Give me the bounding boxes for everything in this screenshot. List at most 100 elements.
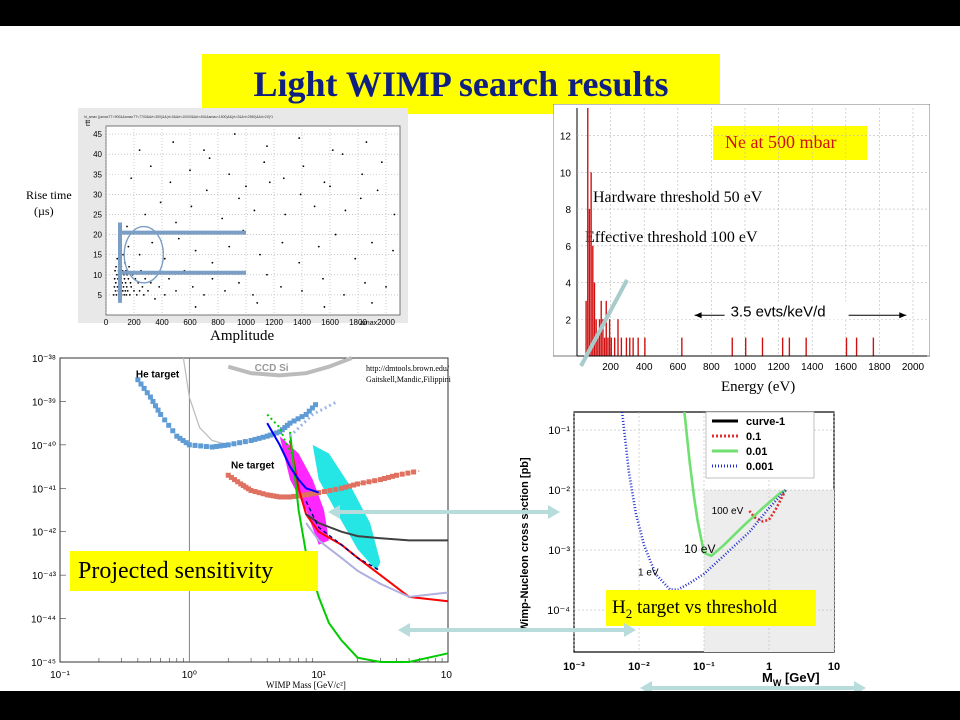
legend-label: 0.001: [746, 461, 774, 473]
data-point: [112, 293, 115, 296]
h2-cross-section-chart: Wimp-Nucleon cross section [pb] MW [GeV]…: [512, 384, 848, 689]
data-point: [317, 245, 320, 248]
histogram-bar: [617, 319, 619, 356]
data-point: [371, 241, 373, 244]
data-point: [334, 233, 337, 236]
projection-marker: [299, 492, 305, 498]
data-point: [138, 253, 141, 256]
data-point: [380, 161, 383, 164]
data-point: [238, 197, 240, 200]
histogram-bar: [855, 337, 858, 356]
y-tick-label: 10: [560, 168, 572, 179]
x-tick-label: 1000: [237, 318, 255, 327]
histogram-bar: [593, 282, 596, 356]
data-point: [281, 241, 284, 244]
projection-marker: [279, 494, 285, 500]
y-axis-label: Wimp-Nucleon cross section [pb]: [519, 457, 531, 632]
projection-marker: [309, 491, 315, 497]
x-tick-label: 1600: [835, 362, 858, 373]
he-target-label: He target: [136, 370, 180, 381]
projection-marker: [256, 435, 262, 441]
data-point: [177, 237, 180, 240]
rate-label-bg: [724, 301, 849, 320]
y-tick-label: 10: [93, 271, 102, 280]
sensitivity-curve: [683, 411, 787, 558]
grey-limit-curve: [182, 357, 229, 446]
projection-marker: [284, 494, 290, 500]
histogram-bar: [598, 319, 601, 356]
data-point: [301, 289, 303, 292]
projection-marker: [170, 428, 176, 434]
projection-marker: [177, 435, 183, 441]
legend-label: 0.1: [746, 431, 761, 443]
projection-marker: [147, 394, 153, 400]
histogram-bar: [587, 108, 589, 356]
projection-marker: [245, 486, 251, 492]
exclusion-curve: [266, 422, 320, 494]
x-axis-label: MW [GeV]: [762, 670, 820, 688]
data-point: [344, 209, 347, 212]
data-point: [130, 285, 133, 288]
ne-label-box: [713, 126, 867, 160]
histogram-bar: [637, 337, 639, 356]
data-point: [331, 149, 334, 152]
projection-marker: [221, 442, 227, 448]
data-point: [138, 149, 141, 152]
projection-marker: [306, 491, 312, 497]
x-tick-label: 200: [127, 318, 141, 327]
projection-marker: [299, 414, 305, 420]
data-point: [125, 285, 128, 288]
data-point: [211, 277, 214, 280]
data-point: [158, 285, 161, 288]
data-point: [127, 277, 130, 280]
x-tick-label: 10: [828, 661, 840, 673]
threshold-label-10ev: 10 eV: [684, 542, 715, 556]
link-arrow-bottom-head-right: [854, 681, 866, 691]
histogram-bar: [745, 337, 747, 356]
projection-marker: [342, 484, 348, 490]
data-point: [114, 281, 117, 284]
data-point: [194, 306, 197, 308]
y-tick-label: 12: [560, 132, 572, 143]
histogram-bar: [644, 337, 646, 356]
projection-marker: [295, 416, 301, 422]
projection-marker: [267, 432, 273, 438]
data-point: [298, 137, 301, 139]
x-tick-label: 1600: [321, 318, 339, 327]
y-tick-label: 10⁻⁴: [547, 605, 570, 617]
data-point: [125, 293, 128, 296]
data-point: [191, 285, 194, 288]
projection-marker: [284, 422, 290, 428]
projection-marker: [274, 430, 280, 436]
data-point: [329, 185, 331, 188]
projection-marker: [381, 476, 387, 482]
data-point: [116, 285, 119, 288]
x-label-unit: [GeV]: [781, 670, 819, 685]
projection-marker: [372, 478, 378, 484]
data-point: [194, 249, 197, 252]
projection-marker: [260, 491, 266, 497]
projection-marker: [158, 411, 164, 417]
projection-marker: [209, 444, 215, 450]
data-point: [361, 173, 364, 176]
projection-marker: [303, 492, 309, 498]
y-tick-label: 5: [98, 291, 103, 300]
data-point: [302, 165, 305, 168]
y-tick-label: 35: [93, 170, 102, 179]
data-point: [121, 289, 124, 292]
projection-marker: [252, 489, 258, 495]
projection-marker: [237, 440, 243, 446]
projection-marker: [291, 493, 297, 499]
h2-label-rest: target vs threshold: [632, 597, 777, 618]
projection-marker: [313, 490, 319, 496]
threshold-pointer: [579, 279, 629, 367]
risetime-chart-svg: ht_amax {(amaxTT>900&&amaxTT<7700&&rt<30…: [26, 108, 408, 344]
data-point: [128, 293, 131, 296]
plot-area: [105, 125, 401, 316]
projection-marker: [243, 484, 249, 490]
projection-marker: [141, 385, 147, 391]
projection-marker: [228, 474, 234, 480]
x-tick-label: 1200: [265, 318, 283, 327]
x-tick-label: 200: [602, 362, 619, 373]
ne-spectrum-chart: Ne at 500 mbar Hardware threshold 50 eV …: [552, 103, 931, 396]
